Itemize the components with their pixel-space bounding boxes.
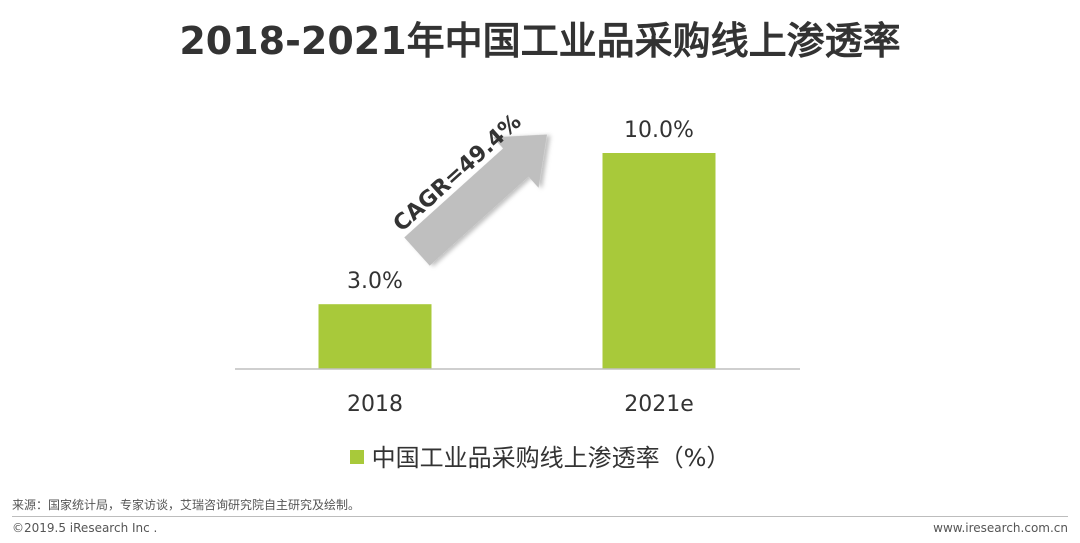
legend-label: 中国工业品采购线上渗透率（%） bbox=[371, 444, 731, 472]
category-label-2021e: 2021e bbox=[624, 392, 694, 417]
source-note: 来源：国家统计局，专家访谈，艾瑞咨询研究院自主研究及绘制。 bbox=[12, 498, 361, 512]
copyright-text: ©2019.5 iResearch Inc . bbox=[12, 521, 158, 535]
cagr-arrow-shape bbox=[404, 134, 548, 266]
website-text: www.iresearch.com.cn bbox=[933, 521, 1068, 535]
chart-title: 2018-2021年中国工业品采购线上渗透率 bbox=[179, 19, 901, 63]
bar-2018 bbox=[318, 304, 432, 369]
cagr-arrow: CAGR=49.4% bbox=[389, 109, 548, 266]
legend-swatch bbox=[349, 450, 364, 464]
footer-divider bbox=[12, 516, 1068, 517]
data-label-2021e: 10.0% bbox=[624, 118, 694, 143]
legend: 中国工业品采购线上渗透率（%） bbox=[0, 438, 1080, 473]
category-label-2018: 2018 bbox=[347, 392, 403, 417]
data-label-2018: 3.0% bbox=[347, 269, 403, 294]
bar-2021e bbox=[602, 153, 716, 369]
